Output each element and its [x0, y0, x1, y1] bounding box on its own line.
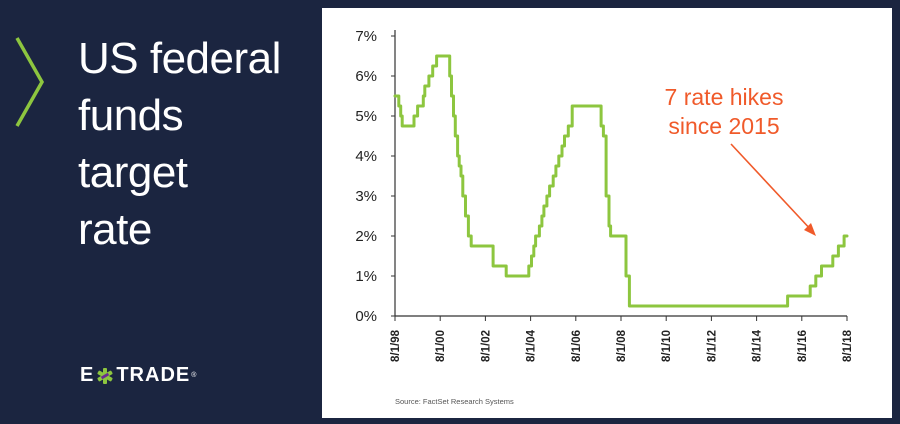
x-tick-label: 8/1/08 — [616, 329, 628, 362]
chart-source: Source: FactSet Research Systems — [395, 397, 514, 406]
title-line-1: US federal — [78, 34, 281, 83]
title-line-3: target — [78, 148, 188, 197]
y-tick-label: 4% — [355, 148, 377, 165]
y-tick-label: 6% — [355, 68, 377, 85]
rate-line-chart: 0% 1% 2% 3% 4% 5% 6% 7% 8/1/98 8/1/00 8/1/02 8/1/04… — [355, 28, 854, 362]
annotation-arrow-shaft — [730, 143, 814, 233]
title-line-4: rate — [78, 205, 152, 254]
title-line-2: funds — [78, 91, 184, 140]
x-tick-label: 8/1/06 — [571, 330, 583, 362]
x-tick-label: 8/1/98 — [390, 329, 402, 362]
y-tick-label: 2% — [355, 228, 377, 245]
annotation-line-1: 7 rate hikes — [665, 84, 784, 110]
title-panel: US federal funds target rate E TRADE ® — [0, 0, 322, 424]
y-tick-label: 7% — [355, 28, 377, 45]
chart-panel: 0% 1% 2% 3% 4% 5% 6% 7% 8/1/98 8/1/00 8/1/02 8/1/04… — [322, 8, 892, 418]
y-tick-label: 1% — [355, 268, 377, 285]
y-tick-label: 0% — [355, 308, 377, 325]
etrade-logo: E TRADE ® — [80, 364, 197, 387]
y-tick-label: 5% — [355, 108, 377, 125]
x-tick-label: 8/1/02 — [480, 330, 492, 362]
x-tick-label: 8/1/04 — [526, 329, 538, 362]
annotation-line-2: since 2015 — [668, 113, 779, 139]
x-tick-label: 8/1/18 — [842, 329, 854, 362]
chevron-right-icon — [15, 37, 45, 127]
x-tick-label: 8/1/14 — [752, 329, 764, 362]
y-tick-label: 3% — [355, 188, 377, 205]
logo-text: TRADE — [116, 364, 191, 386]
x-tick-label: 8/1/10 — [661, 330, 673, 362]
asterisk-logo-icon — [97, 367, 113, 384]
page-title: US federal funds target rate — [78, 30, 318, 258]
logo-letter-e: E — [80, 364, 95, 386]
x-tick-label: 8/1/00 — [435, 330, 447, 362]
x-tick-label: 8/1/12 — [706, 330, 718, 362]
logo-trademark: ® — [191, 372, 198, 379]
annotation-arrow-head — [804, 223, 816, 236]
x-tick-label: 8/1/16 — [797, 330, 809, 362]
rate-series-line — [393, 54, 849, 308]
